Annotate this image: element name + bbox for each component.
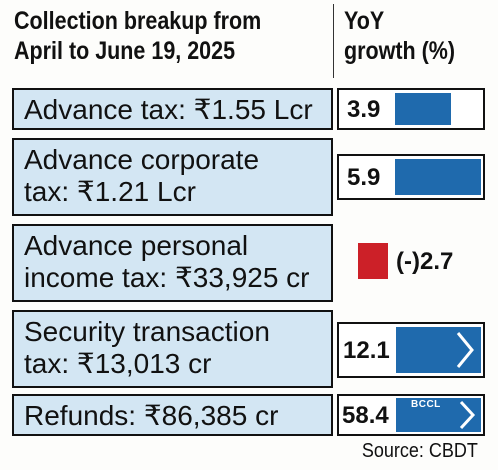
value-cell-advance-personal-income-tax: (-)2.7 — [337, 234, 485, 290]
row-label-line1: Refunds: ₹86,385 cr — [24, 400, 279, 431]
row-label-line2: tax: ₹13,013 cr — [24, 348, 212, 379]
header-title-line1: Collection breakup from — [14, 7, 262, 35]
source-note: Source: CBDT — [361, 440, 478, 462]
chevron-right-icon — [459, 400, 476, 430]
bar-security-transaction-tax — [396, 327, 481, 373]
data-label-advance-tax: 3.9 — [347, 96, 381, 123]
label-box-advance-corporate-tax: Advance corporate tax: ₹1.21 Lcr — [12, 138, 333, 216]
row-label-line1: Advance corporate — [24, 144, 260, 175]
value-box-security-transaction-tax: 12.1 — [337, 322, 485, 378]
row-label-line1: Advance personal — [24, 230, 249, 261]
bar-refunds — [396, 398, 481, 432]
data-label-advance-corporate-tax: 5.9 — [347, 164, 381, 191]
row-label-line2: income tax: ₹33,925 cr — [24, 262, 310, 293]
label-box-security-transaction-tax: Security transaction tax: ₹13,013 cr — [12, 310, 333, 388]
header-value-line2: growth (%) — [344, 37, 456, 65]
header-divider — [333, 4, 334, 78]
label-box-refunds: Refunds: ₹86,385 cr — [12, 394, 333, 436]
bar-advance-corporate-tax — [395, 159, 481, 195]
value-box-advance-tax: 3.9 — [337, 88, 485, 130]
row-label-line1: Advance tax: ₹1.55 Lcr — [24, 94, 313, 125]
value-box-advance-corporate-tax: 5.9 — [337, 154, 485, 200]
bar-advance-tax — [395, 93, 451, 125]
row-label-line2: tax: ₹1.21 Lcr — [24, 176, 196, 207]
header-title: Collection breakup from April to June 19… — [14, 6, 272, 66]
bar-advance-personal-income-tax — [358, 243, 388, 279]
row-label-line1: Security transaction — [24, 316, 270, 347]
data-label-advance-personal-income-tax: (-)2.7 — [396, 248, 454, 275]
header-title-line2: April to June 19, 2025 — [14, 37, 236, 65]
header-value-line1: YoY — [344, 7, 385, 35]
header-value-title: YoY growth (%) — [344, 6, 482, 66]
label-box-advance-personal-income-tax: Advance personal income tax: ₹33,925 cr — [12, 224, 333, 302]
data-label-security-transaction-tax: 12.1 — [343, 337, 390, 364]
value-box-refunds: 58.4 BCCL — [337, 394, 485, 436]
chevron-right-icon — [456, 332, 474, 368]
label-box-advance-tax: Advance tax: ₹1.55 Lcr — [12, 88, 333, 130]
watermark-bccl: BCCL — [411, 399, 441, 410]
data-label-refunds: 58.4 — [342, 402, 389, 429]
